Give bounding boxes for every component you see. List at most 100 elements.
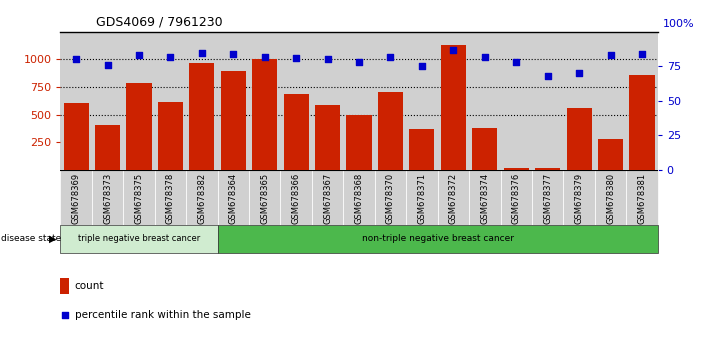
Text: GSM678371: GSM678371 — [417, 173, 427, 224]
Text: GSM678367: GSM678367 — [323, 173, 332, 224]
Text: GSM678382: GSM678382 — [198, 173, 206, 224]
Text: GSM678365: GSM678365 — [260, 173, 269, 224]
Text: percentile rank within the sample: percentile rank within the sample — [75, 310, 250, 320]
Point — [228, 51, 239, 57]
Bar — [127, 83, 151, 170]
FancyBboxPatch shape — [60, 170, 92, 225]
Point — [322, 57, 333, 62]
Bar — [629, 75, 655, 170]
Bar — [218, 32, 249, 170]
Text: triple negative breast cancer: triple negative breast cancer — [78, 234, 200, 244]
Bar — [532, 32, 563, 170]
Bar — [378, 91, 403, 170]
FancyBboxPatch shape — [123, 170, 155, 225]
Bar — [343, 32, 375, 170]
Point — [291, 55, 302, 61]
FancyBboxPatch shape — [438, 170, 469, 225]
FancyBboxPatch shape — [375, 170, 406, 225]
FancyBboxPatch shape — [186, 170, 218, 225]
Text: GDS4069 / 7961230: GDS4069 / 7961230 — [96, 15, 223, 28]
Point — [636, 51, 648, 57]
FancyBboxPatch shape — [312, 170, 343, 225]
Bar — [252, 59, 277, 170]
Bar — [280, 32, 312, 170]
Bar — [567, 108, 592, 170]
Text: GSM678364: GSM678364 — [229, 173, 237, 224]
Text: GSM678381: GSM678381 — [638, 173, 646, 224]
FancyBboxPatch shape — [249, 170, 280, 225]
Text: GSM678370: GSM678370 — [386, 173, 395, 224]
Point — [102, 62, 113, 68]
Text: GSM678377: GSM678377 — [543, 173, 552, 224]
Text: GSM678378: GSM678378 — [166, 173, 175, 224]
Bar — [535, 168, 560, 170]
Bar — [220, 70, 246, 170]
Bar — [312, 32, 343, 170]
FancyBboxPatch shape — [469, 170, 501, 225]
FancyBboxPatch shape — [406, 170, 438, 225]
Bar — [92, 32, 123, 170]
Text: GSM678368: GSM678368 — [355, 173, 363, 224]
Text: disease state: disease state — [1, 234, 61, 244]
Text: GSM678366: GSM678366 — [292, 173, 301, 224]
Bar — [155, 32, 186, 170]
Bar — [63, 103, 89, 170]
Bar — [95, 125, 120, 170]
Point — [165, 54, 176, 59]
Text: GSM678369: GSM678369 — [72, 173, 80, 224]
Point — [605, 52, 616, 58]
Bar — [472, 128, 498, 170]
FancyBboxPatch shape — [218, 170, 249, 225]
Bar — [60, 278, 70, 294]
Point — [134, 52, 145, 58]
FancyBboxPatch shape — [501, 170, 532, 225]
Bar — [441, 45, 466, 170]
Bar — [626, 32, 658, 170]
Point — [448, 47, 459, 53]
Point — [70, 57, 82, 62]
FancyBboxPatch shape — [532, 170, 563, 225]
Bar — [375, 32, 406, 170]
Point — [272, 76, 283, 82]
Text: GSM678374: GSM678374 — [481, 173, 489, 224]
Text: GSM678376: GSM678376 — [512, 173, 520, 224]
Point — [385, 54, 396, 59]
FancyBboxPatch shape — [343, 170, 375, 225]
Point — [259, 54, 270, 59]
Bar — [410, 129, 434, 170]
Text: GSM678380: GSM678380 — [606, 173, 615, 224]
Text: ▶: ▶ — [49, 234, 57, 244]
Point — [416, 64, 427, 69]
Point — [510, 59, 522, 65]
FancyBboxPatch shape — [563, 170, 595, 225]
Point — [573, 70, 584, 76]
Bar — [595, 32, 626, 170]
Text: count: count — [75, 281, 104, 291]
Point — [196, 50, 208, 56]
Bar — [189, 63, 215, 170]
Bar — [186, 32, 218, 170]
Bar — [249, 32, 280, 170]
Bar — [284, 94, 309, 170]
Bar — [406, 32, 438, 170]
FancyBboxPatch shape — [626, 170, 658, 225]
Bar — [158, 102, 183, 170]
Bar — [598, 139, 623, 170]
FancyBboxPatch shape — [280, 170, 312, 225]
FancyBboxPatch shape — [218, 225, 658, 253]
Bar — [123, 32, 155, 170]
Text: 100%: 100% — [663, 19, 695, 29]
Bar — [501, 32, 532, 170]
Bar — [315, 105, 340, 170]
FancyBboxPatch shape — [595, 170, 626, 225]
Text: non-triple negative breast cancer: non-triple negative breast cancer — [362, 234, 513, 244]
Bar — [563, 32, 595, 170]
Bar — [503, 168, 529, 170]
FancyBboxPatch shape — [60, 225, 218, 253]
FancyBboxPatch shape — [155, 170, 186, 225]
Text: GSM678375: GSM678375 — [134, 173, 144, 224]
Text: GSM678372: GSM678372 — [449, 173, 458, 224]
Bar — [60, 32, 92, 170]
Point — [479, 54, 491, 59]
Point — [542, 73, 553, 79]
